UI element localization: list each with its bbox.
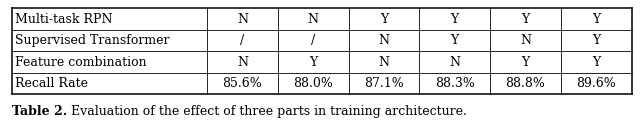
Text: N: N bbox=[449, 56, 460, 69]
Text: /: / bbox=[311, 34, 316, 47]
Text: 85.6%: 85.6% bbox=[223, 77, 262, 90]
Text: Recall Rate: Recall Rate bbox=[15, 77, 88, 90]
Text: 89.6%: 89.6% bbox=[577, 77, 616, 90]
Text: Y: Y bbox=[592, 34, 600, 47]
Text: /: / bbox=[241, 34, 244, 47]
Text: N: N bbox=[237, 56, 248, 69]
Text: Y: Y bbox=[522, 56, 530, 69]
Text: Supervised Transformer: Supervised Transformer bbox=[15, 34, 170, 47]
Text: N: N bbox=[237, 13, 248, 26]
Text: N: N bbox=[308, 13, 319, 26]
Text: Feature combination: Feature combination bbox=[15, 56, 147, 69]
Text: Multi-task RPN: Multi-task RPN bbox=[15, 13, 113, 26]
Text: 88.8%: 88.8% bbox=[506, 77, 545, 90]
Text: Y: Y bbox=[592, 56, 600, 69]
Text: Y: Y bbox=[522, 13, 530, 26]
Text: Table 2.: Table 2. bbox=[12, 105, 67, 118]
Text: Y: Y bbox=[451, 34, 459, 47]
Text: Y: Y bbox=[451, 13, 459, 26]
Text: Y: Y bbox=[592, 13, 600, 26]
Text: N: N bbox=[520, 34, 531, 47]
Text: 88.3%: 88.3% bbox=[435, 77, 475, 90]
Text: 88.0%: 88.0% bbox=[293, 77, 333, 90]
Text: Y: Y bbox=[309, 56, 317, 69]
Text: N: N bbox=[378, 34, 390, 47]
Text: 87.1%: 87.1% bbox=[364, 77, 404, 90]
Text: Y: Y bbox=[380, 13, 388, 26]
Text: Evaluation of the effect of three parts in training architecture.: Evaluation of the effect of three parts … bbox=[67, 105, 467, 118]
Text: N: N bbox=[378, 56, 390, 69]
